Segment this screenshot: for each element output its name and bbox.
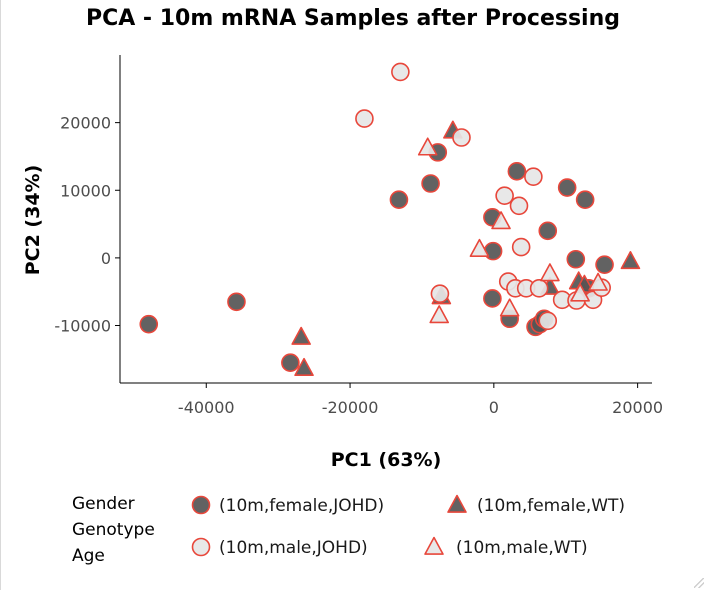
legend-label: (10m,female,JOHD) <box>219 496 384 516</box>
data-point <box>495 186 514 205</box>
y-tick-label: 10000 <box>60 181 111 200</box>
legend-label: (10m,male,WT) <box>456 538 588 558</box>
data-point <box>570 283 590 302</box>
y-tick-label: -10000 <box>54 317 111 336</box>
data-point <box>355 109 374 128</box>
data-point <box>429 305 450 324</box>
data-point <box>139 314 159 334</box>
data-point <box>507 162 527 181</box>
legend: (10m,female,JOHD) (10m,female,WT) (10m,mal… <box>191 494 625 558</box>
legend-title-age: Age <box>72 546 105 566</box>
axes: -40000 -20000 0 20000 -10000 0 10000 20000 <box>54 55 663 417</box>
data-point <box>538 311 558 331</box>
data-point <box>509 196 529 216</box>
legend-marker <box>191 495 211 515</box>
data-point <box>281 353 300 373</box>
data-point <box>469 238 490 257</box>
legend-title-gender: Gender <box>72 494 135 514</box>
data-point <box>538 221 558 241</box>
data-point <box>421 174 440 193</box>
data-point <box>417 137 438 156</box>
data-point <box>491 211 511 230</box>
data-point <box>529 279 549 298</box>
series-3 <box>417 137 608 324</box>
data-point <box>557 178 577 197</box>
data-point <box>511 237 531 257</box>
x-tick-label: -40000 <box>178 398 235 417</box>
resize-grip-icon[interactable] <box>694 578 704 588</box>
chart-title: PCA - 10m mRNA Samples after Processing <box>85 6 621 31</box>
data-point <box>291 326 311 345</box>
data-point <box>294 357 314 377</box>
legend-label: (10m,female,WT) <box>477 496 625 516</box>
data-point <box>227 292 246 312</box>
data-point <box>430 284 450 304</box>
data-point <box>566 249 586 269</box>
data-point <box>595 255 614 274</box>
data-point <box>620 251 641 270</box>
data-point <box>575 190 595 210</box>
legend-label: (10m,male,JOHD) <box>219 538 368 558</box>
data-point <box>483 241 503 261</box>
y-tick-label: 0 <box>101 249 111 268</box>
legend-marker <box>191 537 211 557</box>
series-1 <box>291 120 641 377</box>
data-point <box>524 167 543 187</box>
data-point <box>540 263 560 282</box>
data-point <box>483 289 502 308</box>
legend-title-genotype: Genotype <box>72 520 155 540</box>
data-point <box>391 62 410 82</box>
y-axis-title: PC2 (34%) <box>22 165 44 276</box>
window-left-border <box>0 0 1 590</box>
y-tick-label: 20000 <box>60 114 111 133</box>
data-point <box>389 190 409 210</box>
x-tick-label: -20000 <box>322 398 379 417</box>
data-point <box>588 272 608 291</box>
x-tick-label: 20000 <box>612 398 663 417</box>
data-points <box>139 62 641 377</box>
legend-marker <box>424 536 444 555</box>
legend-marker <box>447 494 467 513</box>
data-point <box>452 128 471 147</box>
x-tick-label: 0 <box>489 398 499 417</box>
data-point <box>499 298 520 317</box>
x-axis-title: PC1 (63%) <box>331 449 442 471</box>
